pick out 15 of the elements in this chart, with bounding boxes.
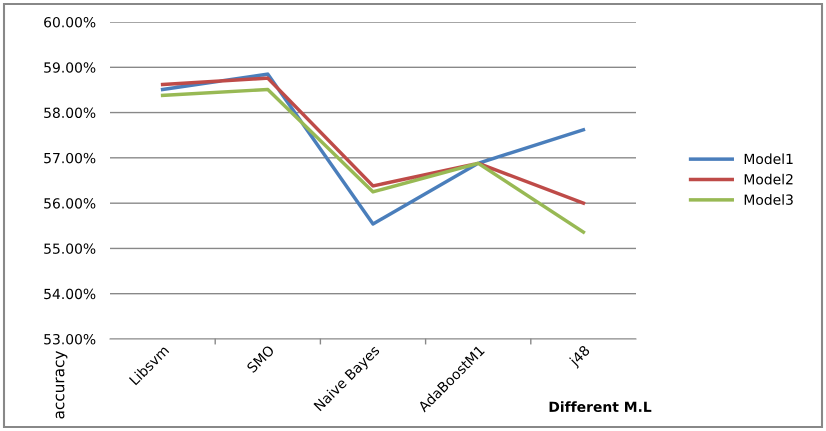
line-series bbox=[160, 76, 586, 205]
legend-label: Model2 bbox=[744, 174, 793, 185]
y-tick-label: 58.00% bbox=[44, 108, 96, 118]
y-tick-label: 60.00% bbox=[44, 16, 96, 28]
x-tick-label: j48 bbox=[568, 344, 592, 369]
y-tick-label: 54.00% bbox=[44, 288, 96, 300]
y-tick-label: 59.00% bbox=[44, 62, 96, 73]
legend-label: Model1 bbox=[744, 153, 793, 164]
y-tick-label: 56.00% bbox=[44, 198, 96, 209]
y-tick-label: 53.00% bbox=[44, 334, 96, 344]
y-tick-label: 57.00% bbox=[44, 152, 96, 164]
x-axis-title: Different M.L bbox=[550, 401, 652, 412]
legend-label: Model3 bbox=[744, 194, 793, 205]
y-axis-title: accuracy bbox=[56, 350, 68, 419]
y-tick-label: 55.00% bbox=[44, 243, 96, 254]
